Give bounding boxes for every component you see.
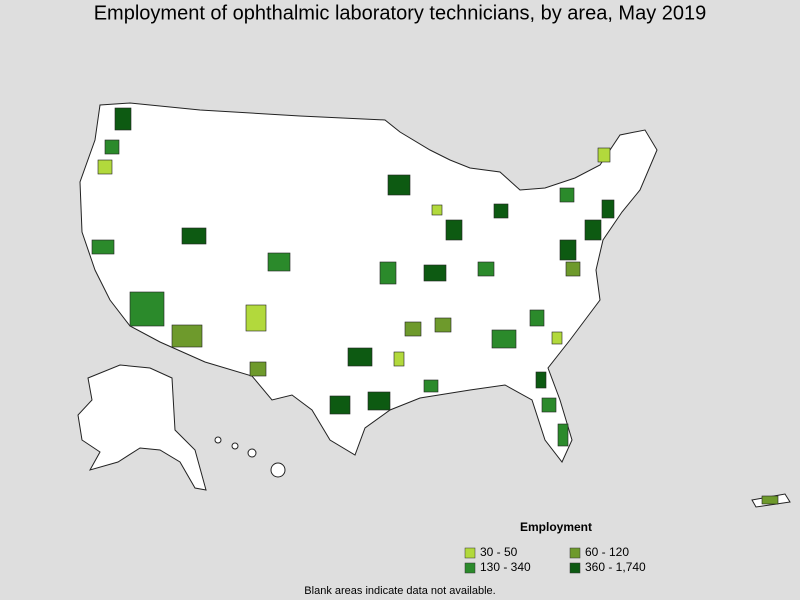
area-region — [423, 264, 447, 282]
area-region — [761, 495, 779, 505]
area-region — [181, 227, 207, 245]
area-region — [267, 252, 291, 272]
area-region — [431, 204, 443, 216]
area-region — [445, 219, 463, 241]
area-region — [491, 329, 517, 349]
area-region — [541, 397, 557, 413]
footnote: Blank areas indicate data not available. — [304, 585, 495, 597]
map-title: Employment of ophthalmic laboratory tech… — [94, 2, 707, 24]
area-region — [601, 199, 615, 219]
area-region — [551, 331, 563, 345]
area-region — [423, 379, 439, 393]
area-region — [367, 391, 391, 411]
area-region — [493, 203, 509, 219]
area-region — [245, 304, 267, 332]
area-region — [104, 139, 120, 155]
area-region — [597, 147, 611, 163]
alaska — [77, 364, 207, 491]
area-region — [97, 159, 113, 175]
area-region — [171, 324, 203, 348]
area-region — [379, 261, 397, 285]
area-region — [393, 351, 405, 367]
area-region — [434, 317, 452, 333]
area-region — [559, 187, 575, 203]
legend-label: 360 - 1,740 — [585, 560, 646, 574]
legend-label: 60 - 120 — [585, 545, 629, 559]
area-region — [565, 261, 581, 277]
contiguous-us — [79, 102, 658, 463]
legend-label: 30 - 50 — [480, 545, 518, 559]
area-region — [535, 371, 547, 389]
area-region — [529, 309, 545, 327]
area-region — [404, 321, 422, 337]
legend-swatch — [569, 562, 581, 574]
hawaii — [214, 436, 286, 478]
legend-swatch — [569, 547, 581, 559]
map — [77, 102, 791, 508]
area-region — [387, 174, 411, 196]
area-region — [477, 261, 495, 277]
legend: Employment 30 - 50 60 - 120 130 - 340 36… — [464, 520, 646, 574]
area-region — [129, 291, 165, 327]
area-region — [559, 239, 577, 261]
area-region — [584, 219, 602, 241]
legend-label: 130 - 340 — [480, 560, 531, 574]
legend-swatch — [464, 547, 476, 559]
legend-title: Employment — [520, 520, 592, 534]
area-region — [114, 107, 132, 131]
area-region — [557, 423, 569, 447]
area-region — [91, 239, 115, 255]
area-region — [347, 347, 373, 367]
area-region — [329, 395, 351, 415]
area-region — [249, 361, 267, 377]
area-blobs — [91, 107, 779, 505]
legend-swatch — [464, 562, 476, 574]
